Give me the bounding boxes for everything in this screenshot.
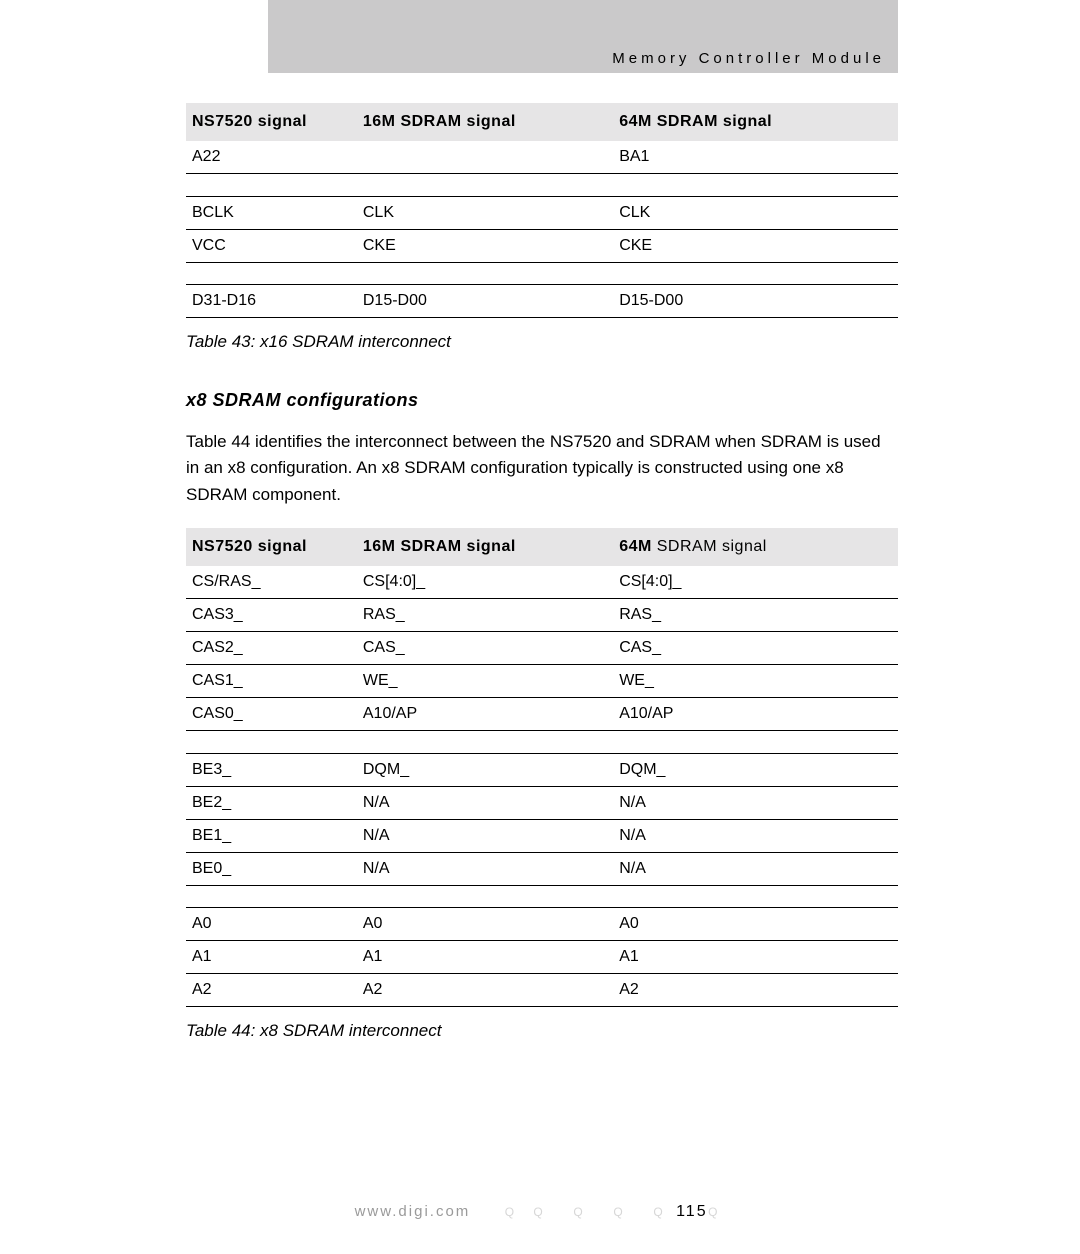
cell: A0 [613,908,898,941]
table-row: A0A0A0 [186,908,898,941]
section-heading-x8: x8 SDRAM configurations [186,390,898,411]
table-row: BE2_N/AN/A [186,786,898,819]
cell: CS[4:0]_ [357,566,613,598]
cell: A2 [357,974,613,1007]
footer-decoration: Q [708,1205,725,1219]
cell: CS/RAS_ [186,566,357,598]
cell: A0 [186,908,357,941]
cell: CAS3_ [186,599,357,632]
table-43-header-row: NS7520 signal 16M SDRAM signal 64M SDRAM… [186,103,898,141]
footer-decoration: Q Q Q Q Q [505,1205,682,1219]
cell: BE2_ [186,786,357,819]
cell: CLK [613,196,898,229]
cell: A1 [357,941,613,974]
page-footer: www.digi.com Q Q Q Q Q 115 Q [0,1203,1080,1221]
cell: CAS0_ [186,698,357,731]
cell: D15-D00 [357,285,613,318]
table-row: CAS3_RAS_RAS_ [186,599,898,632]
cell: N/A [357,852,613,885]
cell: A22 [186,141,357,173]
table-43-col3-header: 64M SDRAM signal [613,103,898,141]
table-44-col3-header: 64M SDRAM signal [613,528,898,566]
cell: BA1 [613,141,898,173]
cell: CKE [613,229,898,262]
cell [357,141,613,173]
table-row: BE0_N/AN/A [186,852,898,885]
cell: A10/AP [613,698,898,731]
section-paragraph: Table 44 identifies the interconnect bet… [186,429,898,508]
cell: DQM_ [357,753,613,786]
cell: N/A [613,786,898,819]
cell: RAS_ [613,599,898,632]
cell: N/A [613,819,898,852]
table-43: NS7520 signal 16M SDRAM signal 64M SDRAM… [186,103,898,318]
cell: CAS2_ [186,632,357,665]
table-row: A2A2A2 [186,974,898,1007]
cell: N/A [357,819,613,852]
table-44-caption: Table 44: x8 SDRAM interconnect [186,1021,898,1041]
table-row: CAS1_WE_WE_ [186,665,898,698]
cell: A10/AP [357,698,613,731]
cell: BE3_ [186,753,357,786]
cell: A1 [613,941,898,974]
table-row: A1A1A1 [186,941,898,974]
table-44-header-row: NS7520 signal 16M SDRAM signal 64M SDRAM… [186,528,898,566]
cell: CAS1_ [186,665,357,698]
cell: CS[4:0]_ [613,566,898,598]
cell: VCC [186,229,357,262]
cell: CAS_ [357,632,613,665]
cell: BE0_ [186,852,357,885]
cell: BCLK [186,196,357,229]
cell: DQM_ [613,753,898,786]
cell: WE_ [613,665,898,698]
cell: A0 [357,908,613,941]
footer-url: www.digi.com [355,1203,471,1220]
cell: CKE [357,229,613,262]
table-43-col1-header: NS7520 signal [186,103,357,141]
footer-page-number: 115 [676,1203,708,1220]
cell: RAS_ [357,599,613,632]
cell: WE_ [357,665,613,698]
table-row: CAS0_A10/APA10/AP [186,698,898,731]
table-43-col2-header: 16M SDRAM signal [357,103,613,141]
cell: D31-D16 [186,285,357,318]
table-44-col2-header: 16M SDRAM signal [357,528,613,566]
cell: BE1_ [186,819,357,852]
table-row: D31-D16 D15-D00 D15-D00 [186,285,898,318]
table-row: BCLK CLK CLK [186,196,898,229]
cell: N/A [613,852,898,885]
table-43-caption: Table 43: x16 SDRAM interconnect [186,332,898,352]
cell: D15-D00 [613,285,898,318]
cell: CLK [357,196,613,229]
table-44-col1-header: NS7520 signal [186,528,357,566]
cell: CAS_ [613,632,898,665]
table-row: A22 BA1 [186,141,898,173]
cell: A2 [613,974,898,1007]
page-content: NS7520 signal 16M SDRAM signal 64M SDRAM… [186,103,898,1041]
cell: A1 [186,941,357,974]
table-row: BE3_DQM_DQM_ [186,753,898,786]
cell: A2 [186,974,357,1007]
table-row: VCC CKE CKE [186,229,898,262]
table-44: NS7520 signal 16M SDRAM signal 64M SDRAM… [186,528,898,1007]
table-row: CS/RAS_CS[4:0]_CS[4:0]_ [186,566,898,598]
module-title: Memory Controller Module [612,50,885,67]
cell: N/A [357,786,613,819]
table-row: BE1_N/AN/A [186,819,898,852]
table-row: CAS2_CAS_CAS_ [186,632,898,665]
